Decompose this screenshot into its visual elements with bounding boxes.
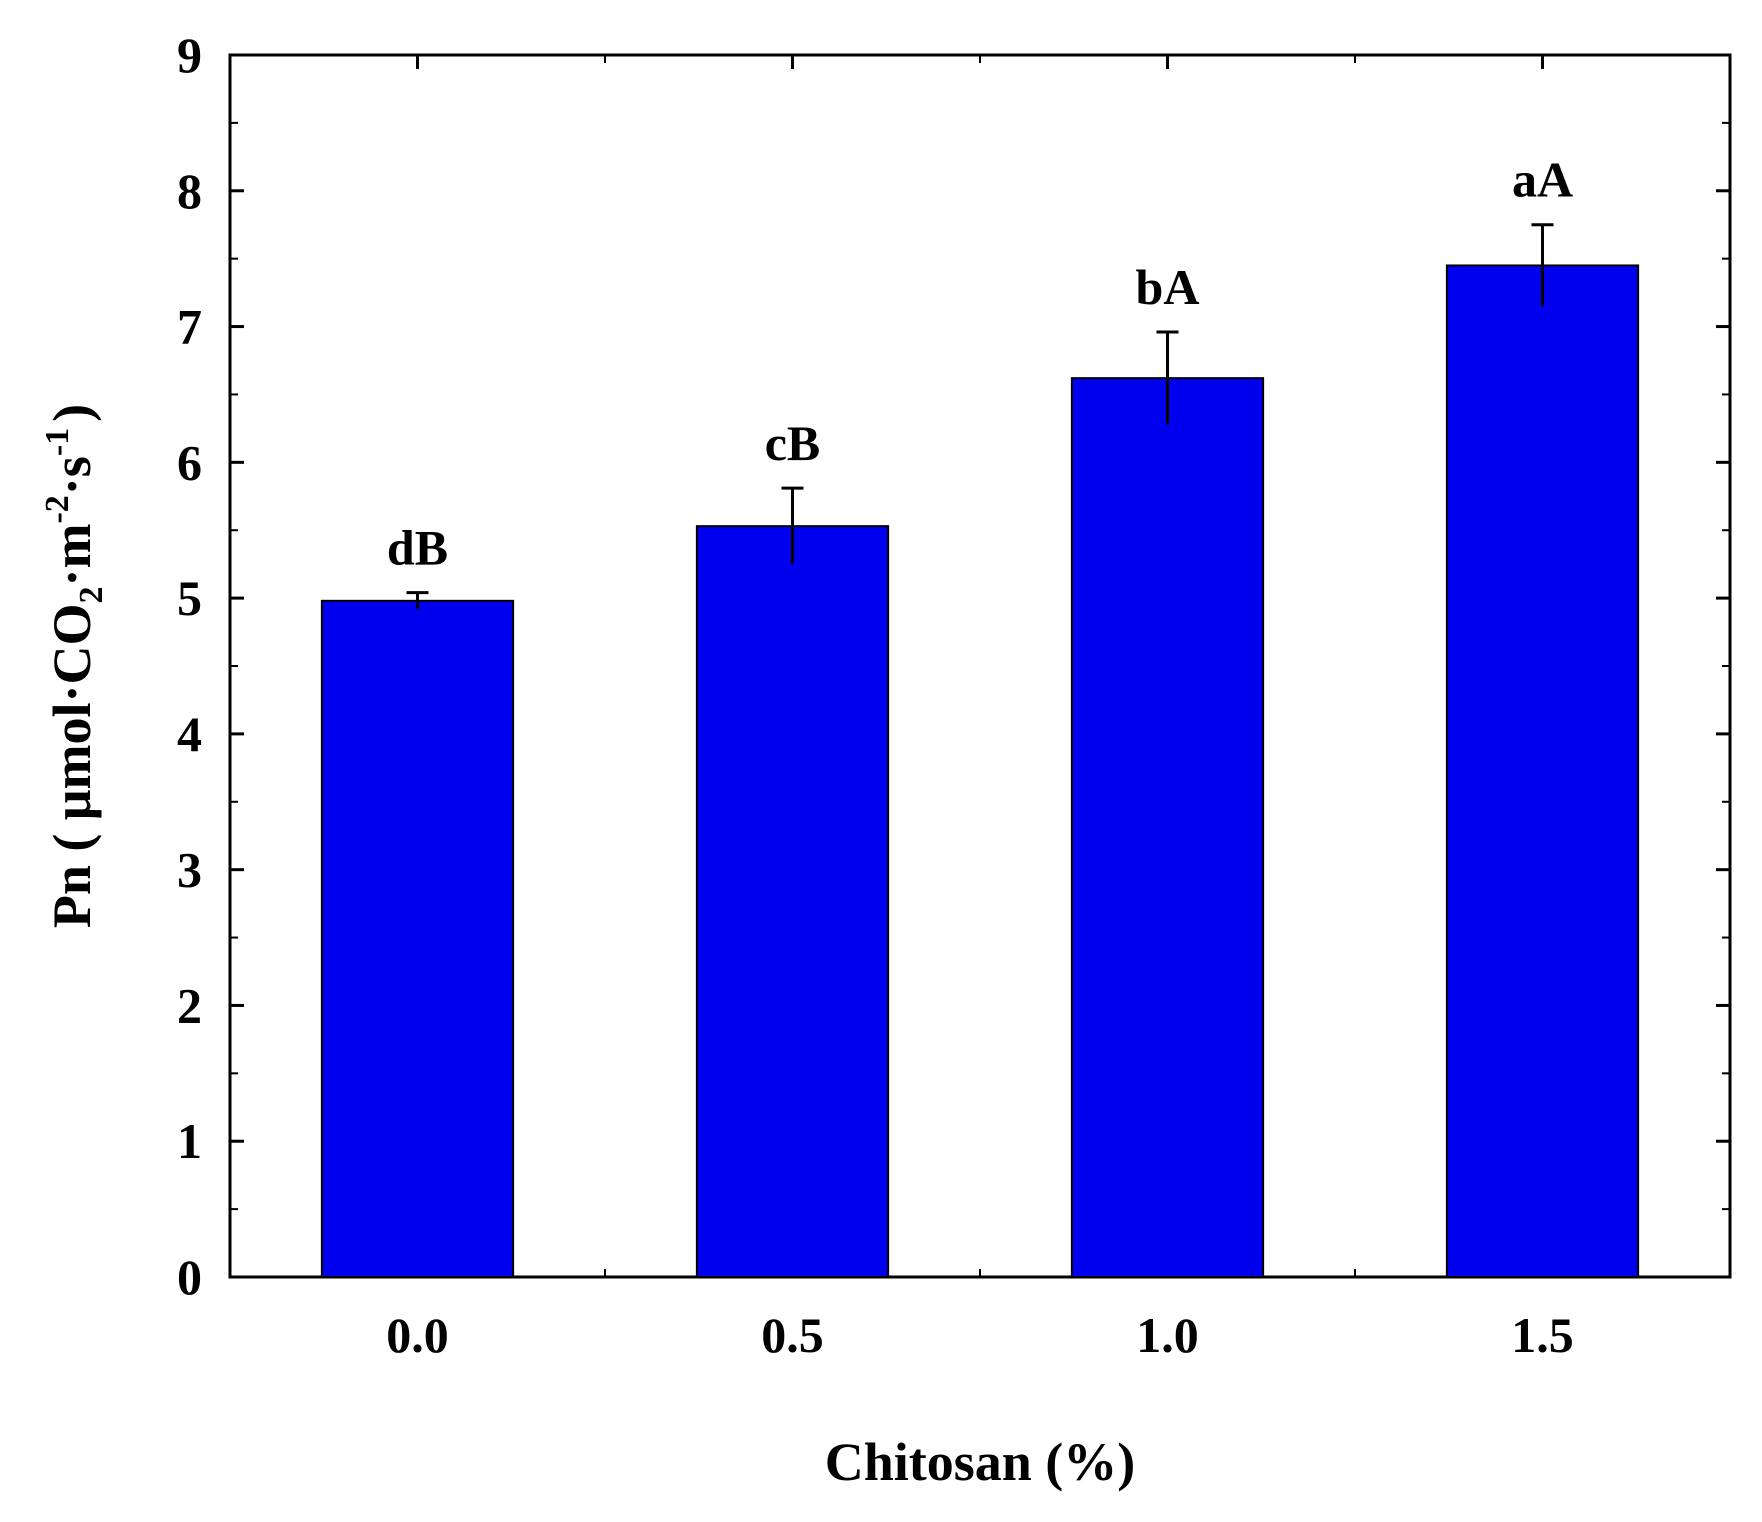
y-tick-label: 6	[177, 434, 202, 490]
y-axis-title-mid1: ·m	[42, 524, 102, 587]
x-tick-label: 1.5	[1511, 1307, 1574, 1363]
y-tick-label: 9	[177, 27, 202, 83]
bar	[1070, 377, 1265, 1278]
bar-significance-label: dB	[387, 520, 448, 576]
x-tick-label: 0.5	[761, 1307, 824, 1363]
bar	[695, 525, 890, 1278]
y-axis-title-sup1: -2	[39, 495, 76, 523]
x-axis-title: Chitosan (%)	[825, 1432, 1136, 1492]
y-tick-label: 0	[177, 1249, 202, 1305]
bar-significance-label: bA	[1136, 259, 1200, 315]
y-axis-title-sub: 2	[73, 587, 110, 604]
x-tick-label: 1.0	[1136, 1307, 1199, 1363]
y-tick-label: 7	[177, 299, 202, 355]
y-axis-title-suffix: )	[42, 404, 102, 422]
y-axis-title-mid2: ·s	[42, 456, 102, 495]
y-tick-label: 3	[177, 842, 202, 898]
y-tick-label: 2	[177, 977, 202, 1033]
y-axis-title: Pn ( μmol·CO2·m-2·s-1)	[39, 404, 110, 928]
bar	[1445, 264, 1640, 1278]
y-tick-label: 8	[177, 163, 202, 219]
bar-significance-label: cB	[765, 415, 821, 471]
y-tick-label: 4	[177, 706, 202, 762]
bar	[320, 599, 515, 1278]
y-axis-title-prefix: Pn ( μmol·CO	[42, 604, 102, 929]
y-axis-title-sup2: -1	[39, 428, 76, 456]
bar-series: dB cB bA aA	[320, 152, 1640, 1278]
x-axis: 0.0 0.5 1.0 1.5	[386, 55, 1574, 1363]
y-tick-label: 5	[177, 570, 202, 626]
x-tick-label: 0.0	[386, 1307, 449, 1363]
y-tick-label: 1	[177, 1113, 202, 1169]
bar-significance-label: aA	[1512, 152, 1573, 208]
y-axis: 0 1 2 3 4 5 6 7 8 9	[177, 27, 1730, 1305]
